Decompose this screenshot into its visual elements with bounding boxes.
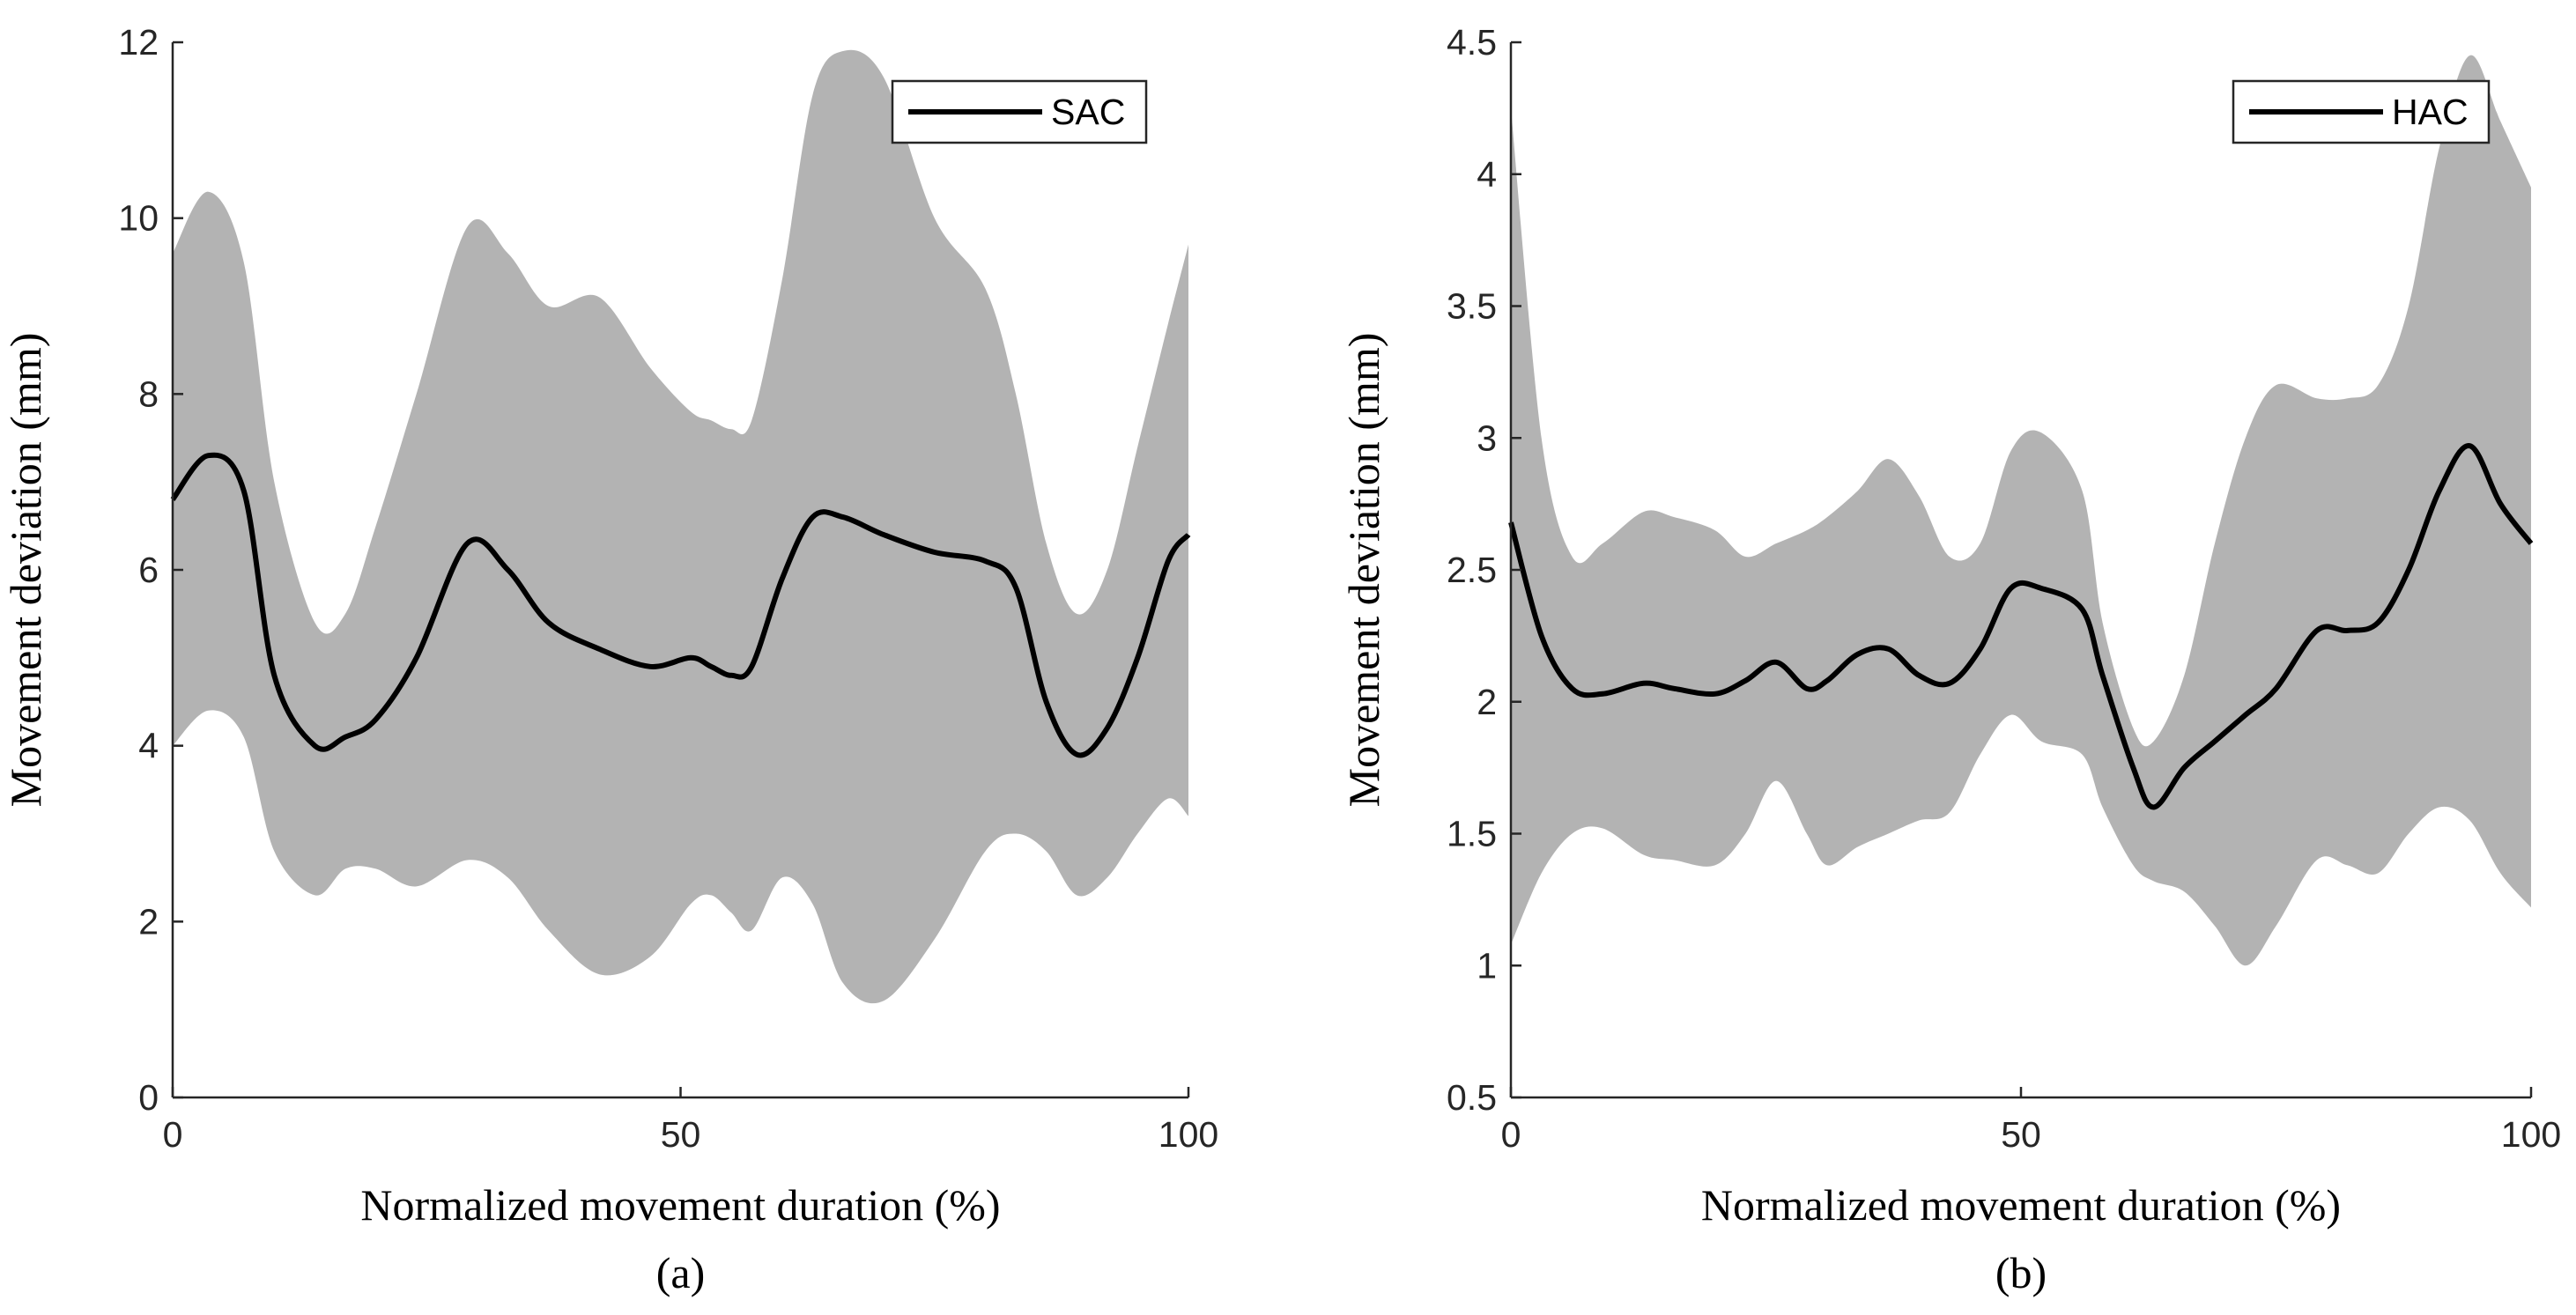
x-tick-label: 50 bbox=[2001, 1114, 2041, 1155]
panel-b: 0.5 1 1.5 2 2.5 3 3.5 4 4.5 0 50 100 HAC Normalized… bbox=[1339, 22, 2561, 1297]
x-axis-title-b: Normalized movement duration (%) bbox=[1701, 1180, 2341, 1230]
mean-line-b bbox=[1508, 443, 2534, 810]
mean-line-a bbox=[170, 452, 1191, 758]
axes-b: 0.5 1 1.5 2 2.5 3 3.5 4 4.5 0 50 100 bbox=[1447, 22, 2561, 1155]
y-tick-label: 0 bbox=[138, 1077, 159, 1118]
y-tick-label: 3 bbox=[1477, 417, 1497, 458]
y-tick-label: 4 bbox=[1477, 154, 1497, 195]
sd-band-b bbox=[1511, 55, 2531, 966]
y-tick-label: 2 bbox=[138, 901, 159, 942]
y-axis-title-a: Movement deviation (mm) bbox=[1, 333, 50, 808]
y-axis-title-b: Movement deviation (mm) bbox=[1339, 333, 1388, 808]
legend-label-b: HAC bbox=[2392, 92, 2469, 132]
y-tick-label: 0.5 bbox=[1447, 1077, 1497, 1118]
y-tick-label: 1.5 bbox=[1447, 814, 1497, 854]
legend-a: SAC bbox=[891, 79, 1148, 144]
legend-b: HAC bbox=[2232, 79, 2491, 144]
sd-band-a bbox=[173, 49, 1188, 1004]
x-tick-label: 100 bbox=[2501, 1114, 2561, 1155]
y-tick-label: 8 bbox=[138, 373, 159, 414]
y-tick-label: 1 bbox=[1477, 945, 1497, 986]
y-tick-label: 12 bbox=[118, 22, 159, 63]
x-tick-label: 50 bbox=[661, 1114, 701, 1155]
x-tick-label: 0 bbox=[1501, 1114, 1521, 1155]
y-tick-label: 6 bbox=[138, 550, 159, 590]
panel-a: 0 2 4 6 8 10 12 0 50 100 SAC Normalized movement … bbox=[1, 22, 1218, 1297]
x-axis-title-a: Normalized movement duration (%) bbox=[360, 1180, 1000, 1230]
legend-label-a: SAC bbox=[1051, 92, 1125, 132]
y-tick-label: 10 bbox=[118, 198, 159, 239]
panel-label-b: (b) bbox=[1995, 1248, 2047, 1297]
y-tick-label: 4 bbox=[138, 726, 159, 766]
axes-a: 0 2 4 6 8 10 12 0 50 100 bbox=[118, 22, 1218, 1155]
y-tick-label: 4.5 bbox=[1447, 22, 1497, 63]
x-tick-label: 0 bbox=[163, 1114, 183, 1155]
y-tick-label: 3.5 bbox=[1447, 286, 1497, 327]
panel-label-a: (a) bbox=[656, 1248, 706, 1297]
y-tick-label: 2 bbox=[1477, 682, 1497, 722]
y-tick-label: 2.5 bbox=[1447, 550, 1497, 590]
x-tick-label: 100 bbox=[1158, 1114, 1218, 1155]
